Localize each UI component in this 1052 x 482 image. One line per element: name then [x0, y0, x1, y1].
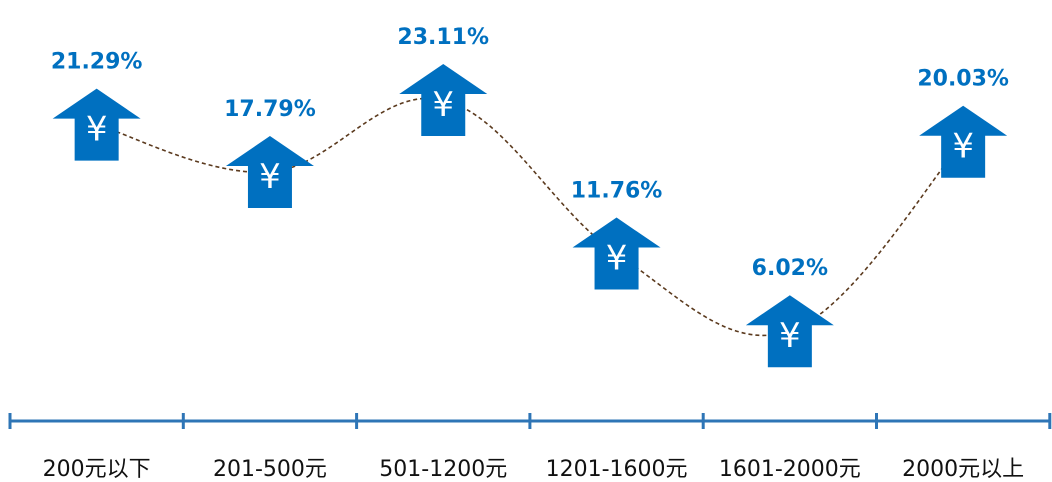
- category-label: 201-500元: [213, 457, 327, 482]
- arrow-shape: [919, 105, 1008, 178]
- value-label: 21.29%: [51, 50, 143, 75]
- trend-line: [96, 97, 964, 337]
- yen-glyph: ¥: [779, 316, 801, 356]
- yen-up-arrow-icon: ¥: [52, 88, 141, 161]
- yen-glyph: ¥: [606, 239, 628, 279]
- yen-glyph: ¥: [952, 127, 974, 167]
- markers: ¥ ¥ ¥ ¥ ¥ ¥: [52, 64, 1008, 368]
- category-label: 501-1200元: [379, 457, 507, 482]
- value-label: 11.76%: [571, 179, 663, 204]
- value-label: 17.79%: [224, 97, 316, 122]
- x-axis: [8, 413, 1052, 429]
- category-label: 1201-1600元: [546, 457, 688, 482]
- yen-glyph: ¥: [259, 157, 281, 197]
- yen-up-arrow-icon: ¥: [225, 135, 314, 208]
- yen-up-arrow-icon: ¥: [745, 295, 834, 368]
- yen-up-arrow-icon: ¥: [572, 217, 661, 290]
- category-labels: 200元以下 201-500元 501-1200元 1201-1600元 1601-20…: [43, 457, 1025, 482]
- arrow-shape: [225, 135, 314, 208]
- value-label: 20.03%: [917, 67, 1009, 92]
- arrow-shape: [572, 217, 661, 290]
- arrow-shape: [399, 64, 488, 137]
- arrow-shape: [745, 295, 834, 368]
- arrow-shape: [52, 88, 141, 161]
- yen-up-arrow-icon: ¥: [919, 105, 1008, 178]
- yen-up-arrow-icon: ¥: [399, 64, 488, 137]
- yen-glyph: ¥: [432, 85, 454, 125]
- value-label: 6.02%: [752, 256, 828, 281]
- category-label: 1601-2000元: [719, 457, 861, 482]
- value-labels: 21.29% 17.79% 23.11% 11.76% 6.02% 20.03%: [51, 25, 1009, 281]
- category-label: 2000元以上: [902, 457, 1024, 482]
- yen-glyph: ¥: [86, 110, 108, 150]
- category-label: 200元以下: [43, 457, 151, 482]
- value-label: 23.11%: [397, 25, 489, 50]
